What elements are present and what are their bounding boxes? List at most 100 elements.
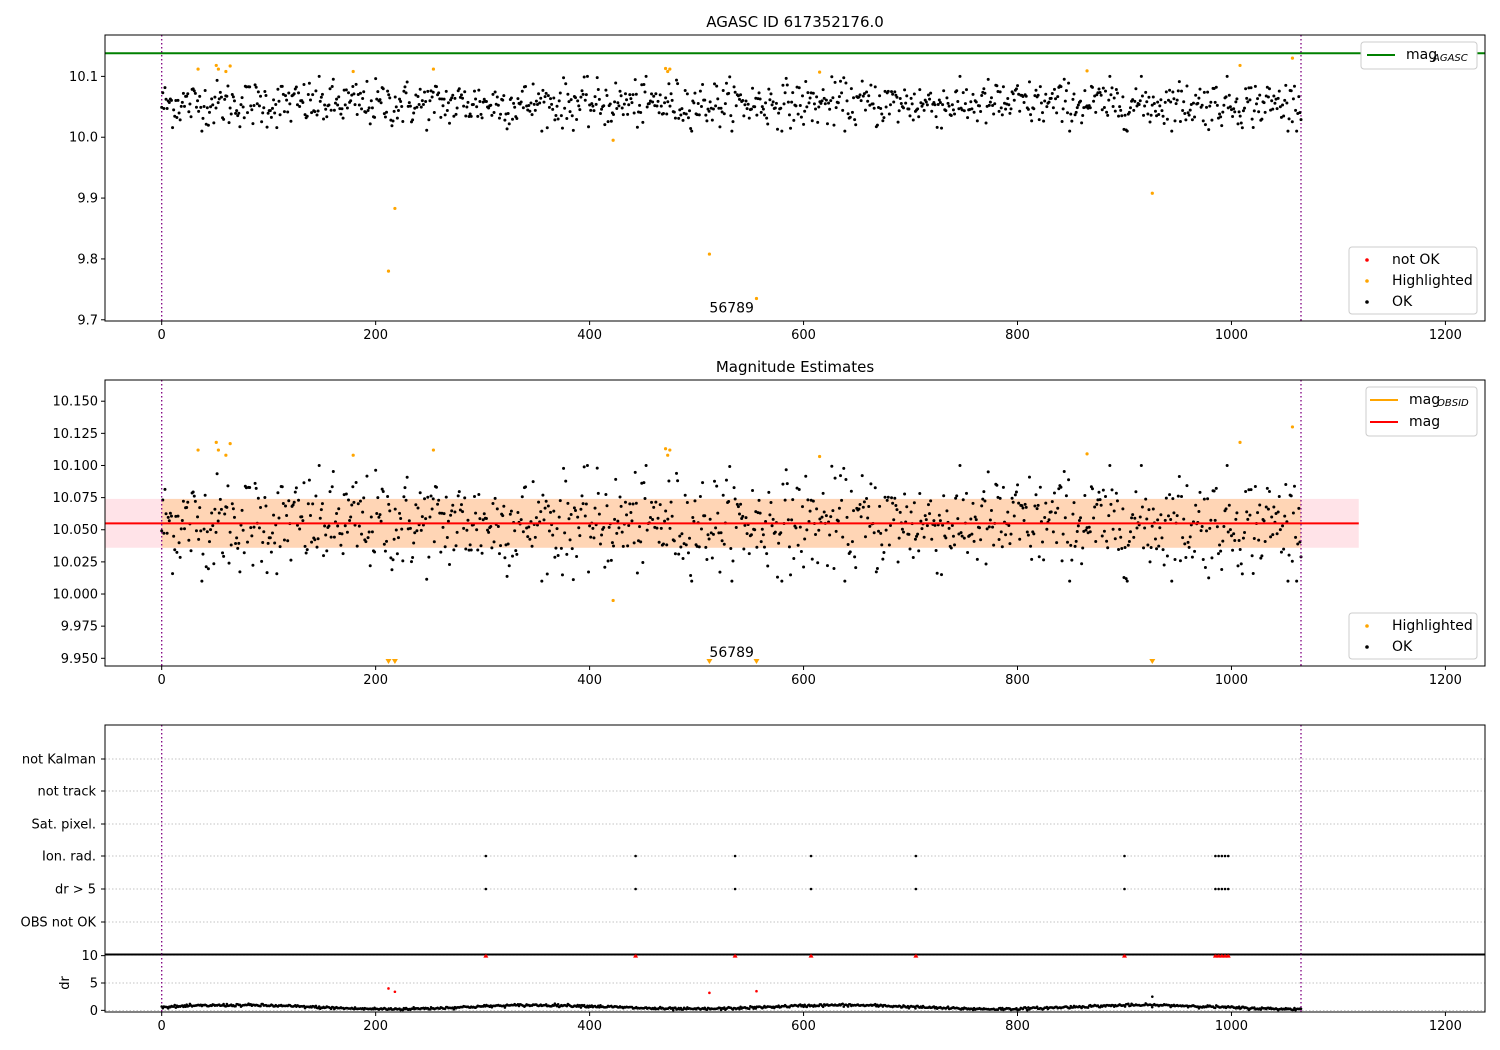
magnitude-ok-point	[400, 527, 404, 531]
agasc-ok-point	[207, 110, 211, 114]
magnitude-ok-point	[1049, 510, 1053, 514]
agasc-ok-point	[720, 110, 724, 114]
agasc-ok-point	[531, 82, 535, 86]
magnitude-ok-point	[821, 491, 825, 495]
magnitude-ok-point	[209, 528, 213, 532]
agasc-ok-point	[1076, 103, 1080, 107]
agasc-ok-point	[595, 76, 599, 80]
agasc-ok-point	[770, 103, 774, 107]
magnitude-ok-point	[1143, 526, 1147, 530]
agasc-ok-point	[172, 108, 176, 112]
magnitude-ok-point	[534, 516, 538, 520]
magnitude-ok-point	[849, 489, 853, 493]
magnitude-ok-point	[477, 493, 481, 497]
magnitude-ok-point	[362, 496, 366, 500]
magnitude-ok-point	[913, 537, 917, 541]
magnitude-ok-point	[408, 526, 412, 530]
magnitude-ok-point	[452, 548, 456, 552]
magnitude-ok-point	[374, 468, 378, 472]
agasc-ok-point	[992, 112, 996, 116]
agasc-ok-point	[437, 91, 441, 95]
magnitude-ok-point	[980, 504, 984, 508]
agasc-ok-point	[1147, 95, 1151, 99]
magnitude-legend-highlighted: Highlighted	[1392, 618, 1473, 634]
magnitude-ok-point	[831, 509, 835, 513]
agasc-ok-point	[933, 103, 937, 107]
magnitude-ok-point	[1157, 544, 1161, 548]
magnitude-ok-point	[556, 553, 560, 557]
agasc-ok-point	[1071, 97, 1075, 101]
agasc-ok-point	[1270, 99, 1274, 103]
magnitude-legend-lower: Highlighted OK	[1348, 612, 1478, 660]
agasc-ok-point	[239, 103, 243, 107]
magnitude-ok-point	[1265, 486, 1269, 490]
magnitude-ok-point	[379, 519, 383, 523]
magnitude-ok-point	[692, 519, 696, 523]
agasc-ok-point	[705, 119, 709, 123]
agasc-ok-point	[596, 88, 600, 92]
magnitude-ok-point	[940, 573, 944, 577]
magnitude-ok-point	[1055, 541, 1059, 545]
magnitude-ok-point	[250, 534, 254, 538]
magnitude-ok-point	[1007, 523, 1011, 527]
flag-point	[484, 854, 488, 858]
dr-ok-point	[914, 1007, 917, 1010]
agasc-ok-point	[1171, 90, 1175, 94]
flag-point	[733, 854, 737, 858]
agasc-ok-point	[922, 108, 926, 112]
magnitude-ok-point	[269, 550, 273, 554]
agasc-ok-point	[516, 97, 520, 101]
agasc-ok-point	[476, 114, 480, 118]
agasc-ok-point	[575, 117, 579, 121]
agasc-ok-point	[373, 115, 377, 119]
agasc-ok-point	[1174, 102, 1178, 106]
magnitude-ok-point	[722, 542, 726, 546]
agasc-ok-point	[1000, 113, 1004, 117]
agasc-ok-point	[393, 95, 397, 99]
magnitude-ok-point	[1221, 539, 1225, 543]
magnitude-ok-point	[1051, 530, 1055, 534]
magnitude-ok-point	[1011, 500, 1015, 504]
agasc-ok-point	[928, 97, 932, 101]
magnitude-ok-point	[202, 527, 206, 531]
magnitude-ok-point	[1098, 498, 1102, 502]
agasc-ok-point	[532, 102, 536, 106]
agasc-ok-point	[579, 95, 583, 99]
agasc-ok-point	[392, 109, 396, 113]
magnitude-ok-point	[675, 471, 679, 475]
agasc-ok-point	[825, 122, 829, 126]
agasc-ok-point	[315, 113, 319, 117]
magnitude-ok-point	[685, 501, 689, 505]
agasc-ok-point	[305, 114, 309, 118]
magnitude-ok-point	[684, 543, 688, 547]
magnitude-ok-point	[298, 527, 302, 531]
magnitude-ok-point	[275, 572, 279, 576]
agasc-ok-point	[1282, 114, 1286, 118]
agasc-ok-point	[859, 99, 863, 103]
agasc-ok-point	[1042, 119, 1046, 123]
agasc-ok-point	[1290, 120, 1294, 124]
magnitude-ok-point	[291, 503, 295, 507]
agasc-ok-point	[1164, 90, 1168, 94]
magnitude-ok-point	[1106, 546, 1110, 550]
agasc-ok-point	[686, 116, 690, 120]
magnitude-ok-point	[1102, 529, 1106, 533]
magnitude-ok-point	[176, 514, 180, 518]
magnitude-ok-point	[575, 555, 579, 559]
magnitude-ok-point	[218, 497, 222, 501]
dr-ok-point	[578, 1003, 582, 1007]
agasc-ok-point	[627, 103, 631, 107]
agasc-ok-point	[945, 96, 949, 100]
agasc-ok-point	[1123, 113, 1127, 117]
magnitude-ok-point	[1112, 509, 1116, 513]
agasc-ok-point	[1272, 94, 1276, 98]
agasc-highlighted-point	[351, 69, 355, 74]
magnitude-ok-point	[1023, 502, 1027, 506]
agasc-ok-point	[196, 99, 200, 103]
magnitude-ok-point	[799, 549, 803, 553]
magnitude-ok-point	[626, 544, 630, 548]
magnitude-ok-point	[591, 526, 595, 530]
dr-ok-point	[722, 1006, 726, 1009]
agasc-ok-point	[365, 79, 369, 83]
agasc-ok-point	[651, 100, 655, 104]
